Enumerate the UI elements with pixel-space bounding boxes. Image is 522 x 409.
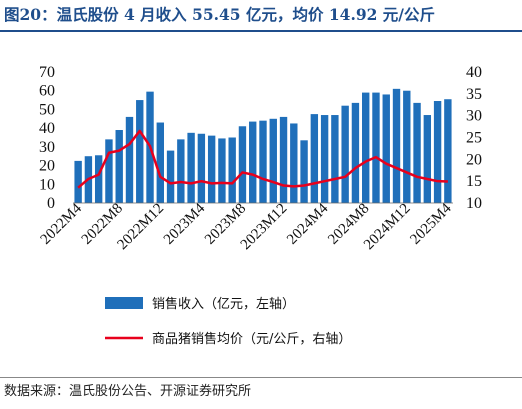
title-rule	[0, 30, 522, 32]
y-left-tick-label: 10	[39, 176, 55, 193]
chart-area: 010203040506070101520253035402022M42022M…	[38, 64, 482, 347]
bar-2023M8	[238, 126, 247, 203]
bar-2025M3	[433, 101, 442, 203]
bar-2023M5	[207, 135, 216, 203]
bar-2024M3	[310, 114, 319, 203]
source-rule	[0, 377, 522, 378]
y-right-tick-label: 15	[466, 173, 482, 190]
x-tick-label: 2023M4	[161, 200, 209, 248]
bar-2024M11	[392, 88, 401, 203]
bar-2025M1	[413, 102, 421, 203]
bar-2025M2	[423, 115, 432, 203]
y-left-tick-label: 70	[39, 64, 55, 81]
y-right-tick-label: 35	[466, 86, 482, 103]
x-tick-label: 2022M4	[38, 200, 86, 248]
y-left-tick-label: 60	[39, 83, 55, 100]
bar-2024M12	[403, 90, 411, 203]
bar-2022M8	[115, 130, 123, 203]
bar-2024M8	[362, 92, 370, 203]
bar-2022M10	[136, 100, 144, 203]
bar-2023M12	[279, 116, 288, 203]
bar-2024M5	[331, 115, 339, 203]
bar-2023M3	[187, 132, 195, 203]
y-right-tick-label: 20	[466, 151, 482, 168]
bar-2024M9	[372, 92, 380, 203]
bar-2023M9	[249, 121, 257, 203]
bar-2023M11	[269, 118, 277, 203]
bar-2024M6	[341, 105, 349, 203]
price-line	[77, 129, 448, 189]
x-tick-label: 2024M4	[284, 200, 332, 248]
y-left-tick-label: 50	[39, 101, 55, 118]
bar-2023M2	[177, 139, 185, 203]
y-right-tick-label: 10	[466, 195, 482, 212]
chart-title: 图20：温氏股份 4 月收入 55.45 亿元，均价 14.92 元/公斤	[4, 5, 435, 24]
legend-line-label: 商品猪销售均价（元/公斤，右轴）	[152, 331, 351, 347]
bar-2022M7	[105, 139, 113, 203]
legend-bar-swatch	[105, 297, 143, 309]
data-source: 数据来源：温氏股份公告、开源证券研究所	[4, 384, 252, 399]
bar-2024M10	[382, 94, 390, 203]
bar-2024M4	[320, 115, 329, 203]
bar-2023M1	[166, 150, 175, 203]
y-right-tick-label: 40	[466, 64, 482, 81]
bar-2024M1	[290, 123, 298, 203]
bar-2024M2	[300, 140, 308, 203]
y-left-tick-label: 20	[39, 158, 55, 175]
bar-2025M4	[444, 99, 452, 203]
bar-2024M7	[351, 102, 360, 203]
y-right-tick-label: 25	[466, 130, 482, 147]
y-left-tick-label: 0	[47, 195, 55, 212]
bar-2022M6	[94, 155, 103, 203]
legend-bar-label: 销售收入（亿元，左轴）	[152, 296, 295, 312]
y-left-tick-label: 40	[39, 120, 55, 137]
y-left-tick-label: 30	[39, 139, 55, 156]
bar-2022M9	[125, 116, 134, 203]
bar-2022M4	[74, 160, 82, 203]
bar-2022M12	[156, 122, 164, 203]
bar-2023M4	[197, 133, 206, 203]
bar-2023M6	[218, 138, 226, 203]
y-right-tick-label: 30	[466, 108, 482, 125]
bar-2023M10	[259, 120, 267, 203]
x-tick-label: 2025M4	[407, 200, 455, 248]
bar-2023M7	[228, 137, 236, 203]
